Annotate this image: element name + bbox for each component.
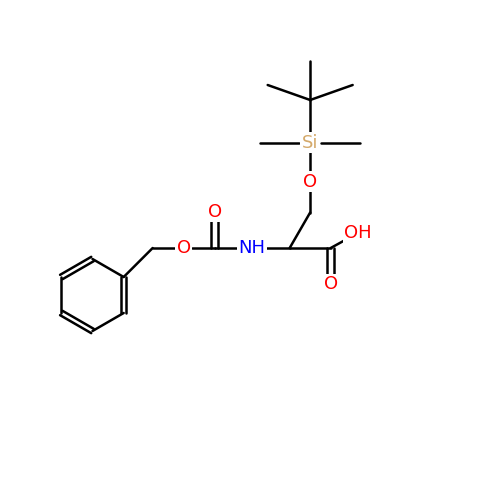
- Text: O: O: [176, 239, 190, 257]
- Text: NH: NH: [238, 239, 266, 257]
- Text: OH: OH: [344, 224, 372, 242]
- Text: Si: Si: [302, 134, 318, 152]
- Text: O: O: [303, 172, 317, 190]
- Text: O: O: [208, 203, 222, 221]
- Text: O: O: [324, 275, 338, 293]
